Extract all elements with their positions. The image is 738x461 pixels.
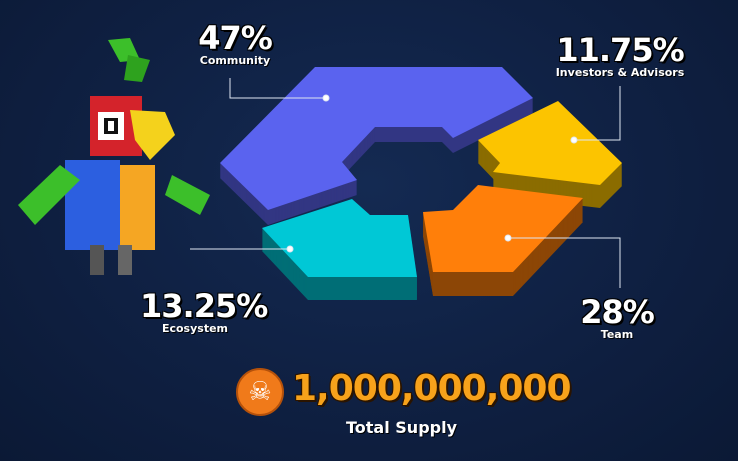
leader-dot-investors xyxy=(570,136,578,144)
category-label-ecosystem: Ecosystem xyxy=(161,322,229,335)
slice-top-ecosystem xyxy=(262,199,417,277)
leader-dot-community xyxy=(322,94,330,102)
leader-line-community xyxy=(229,78,326,99)
value-label-community: 47% xyxy=(198,19,273,57)
slice-community xyxy=(220,67,533,225)
total-supply-value: 1,000,000,000 xyxy=(292,368,572,409)
slice-team xyxy=(423,185,583,296)
slice-top-community xyxy=(220,67,533,210)
slice-top-team xyxy=(423,185,583,272)
category-label-community: Community xyxy=(199,54,271,67)
category-label-investors: Investors & Advisors xyxy=(555,66,685,79)
value-label-team: 28% xyxy=(580,293,655,331)
slice-investors xyxy=(478,101,622,208)
leader-line-investors xyxy=(574,86,621,141)
leader-line-team xyxy=(508,237,621,288)
leader-dot-ecosystem xyxy=(286,245,294,253)
slice-top-investors xyxy=(478,101,622,185)
slice-ecosystem xyxy=(262,199,417,300)
label-team: 28% Team xyxy=(572,296,662,341)
skull-coin-icon: ☠ xyxy=(236,368,284,416)
parrot-mascot xyxy=(18,38,210,275)
label-ecosystem: 13.25% Ecosystem xyxy=(140,287,268,335)
category-label-team: Team xyxy=(600,328,634,341)
total-supply-label: Total Supply xyxy=(346,418,458,437)
value-label-ecosystem: 13.25% xyxy=(140,287,268,325)
leader-dot-team xyxy=(504,234,512,242)
label-community: 47% Community xyxy=(190,22,280,67)
label-investors: 11.75% Investors & Advisors xyxy=(555,34,685,79)
value-label-investors: 11.75% xyxy=(556,31,684,69)
